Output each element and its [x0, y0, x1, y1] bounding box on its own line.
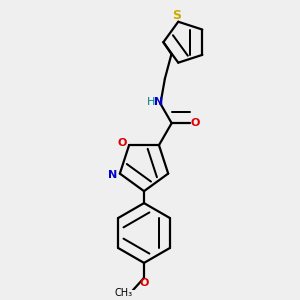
- Text: CH₃: CH₃: [115, 288, 133, 298]
- Text: H: H: [147, 97, 156, 107]
- Text: O: O: [139, 278, 149, 288]
- Text: S: S: [172, 9, 181, 22]
- Text: N: N: [108, 170, 117, 180]
- Text: O: O: [118, 138, 127, 148]
- Text: O: O: [191, 118, 200, 128]
- Text: N: N: [154, 97, 164, 107]
